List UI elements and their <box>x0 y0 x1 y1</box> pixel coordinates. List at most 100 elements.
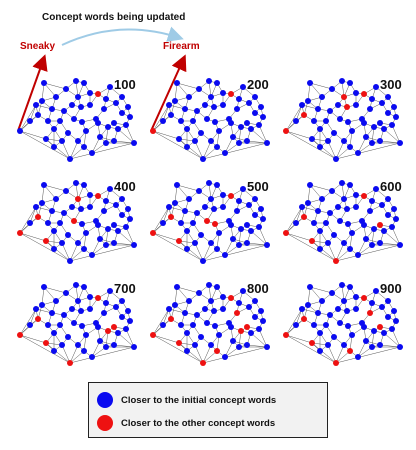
network-node-blue <box>63 188 69 194</box>
network-node-blue <box>214 246 220 252</box>
network-node-blue <box>115 330 121 336</box>
network-node-blue <box>293 118 299 124</box>
network-node-blue <box>317 228 323 234</box>
network-node-blue <box>299 102 305 108</box>
network-node-red <box>111 324 117 330</box>
network-edge <box>307 184 311 204</box>
network-node-red <box>150 332 156 338</box>
network-node-blue <box>305 302 311 308</box>
network-node-blue <box>166 306 172 312</box>
network-node-blue <box>258 308 264 314</box>
network-node-blue <box>202 204 208 210</box>
network-edge <box>309 286 323 302</box>
network-node-blue <box>125 308 131 314</box>
network-node-blue <box>41 284 47 290</box>
network-node-blue <box>69 102 75 108</box>
network-node-blue <box>355 354 361 360</box>
network-node-blue <box>39 98 45 104</box>
network-panel: 500 <box>150 179 270 264</box>
network-node-blue <box>43 136 49 142</box>
network-edge <box>152 130 204 160</box>
network-node-blue <box>69 306 75 312</box>
network-edge <box>69 244 135 262</box>
network-edge <box>285 232 337 262</box>
network-node-blue <box>73 282 79 288</box>
network-node-blue <box>369 300 375 306</box>
network-node-red <box>361 193 367 199</box>
network-node-blue <box>166 102 172 108</box>
network-node-red <box>377 222 383 228</box>
network-node-blue <box>127 114 133 120</box>
network-edge <box>41 184 45 204</box>
network-node-blue <box>79 221 85 227</box>
network-node-blue <box>236 198 242 204</box>
network-node-blue <box>107 288 113 294</box>
network-node-blue <box>220 90 226 96</box>
panel-step-label: 700 <box>114 281 136 296</box>
network-node-blue <box>353 102 359 108</box>
network-edge <box>176 184 190 200</box>
network-node-blue <box>208 138 214 144</box>
network-node-red <box>333 258 339 264</box>
network-edge <box>379 140 401 144</box>
network-node-blue <box>198 130 204 136</box>
network-node-blue <box>51 246 57 252</box>
network-edge <box>117 332 135 348</box>
network-node-blue <box>184 144 190 150</box>
network-node-blue <box>51 144 57 150</box>
network-node-blue <box>393 114 399 120</box>
network-node-blue <box>385 110 391 116</box>
network-node-blue <box>211 308 217 314</box>
network-node-blue <box>95 222 101 228</box>
network-node-blue <box>111 342 117 348</box>
network-node-blue <box>353 204 359 210</box>
network-node-blue <box>307 182 313 188</box>
network-node-blue <box>51 228 57 234</box>
network-node-blue <box>131 344 137 350</box>
network-node-blue <box>353 192 359 198</box>
network-node-blue <box>81 284 87 290</box>
network-node-red <box>309 238 315 244</box>
network-node-blue <box>67 258 73 264</box>
network-node-blue <box>119 94 125 100</box>
network-node-blue <box>311 322 317 328</box>
network-node-blue <box>228 222 234 228</box>
network-node-blue <box>317 246 323 252</box>
network-node-blue <box>206 180 212 186</box>
network-node-blue <box>315 208 321 214</box>
network-edge <box>69 346 135 364</box>
network-edge <box>379 344 401 348</box>
network-node-blue <box>89 150 95 156</box>
network-edge <box>19 206 37 234</box>
arrow-right <box>150 54 187 132</box>
network-node-blue <box>339 78 345 84</box>
network-node-blue <box>244 138 250 144</box>
network-node-blue <box>97 134 103 140</box>
network-node-blue <box>220 102 226 108</box>
network-edge <box>174 82 178 102</box>
network-node-blue <box>194 312 200 318</box>
network-node-blue <box>174 182 180 188</box>
network-edge <box>19 308 37 336</box>
network-node-blue <box>174 80 180 86</box>
network-node-blue <box>184 246 190 252</box>
network-node-blue <box>194 108 200 114</box>
network-node-blue <box>75 298 81 304</box>
network-node-blue <box>377 240 383 246</box>
network-node-blue <box>369 242 375 248</box>
network-node-blue <box>353 306 359 312</box>
network-edge <box>194 140 204 160</box>
network-node-blue <box>206 78 212 84</box>
network-node-blue <box>172 302 178 308</box>
network-node-blue <box>299 204 305 210</box>
network-node-blue <box>222 252 228 258</box>
network-node-red <box>204 218 210 224</box>
network-node-blue <box>204 320 210 326</box>
network-edge <box>69 142 135 160</box>
network-edge <box>41 286 45 306</box>
network-node-blue <box>311 220 317 226</box>
network-node-blue <box>236 140 242 146</box>
network-node-blue <box>339 180 345 186</box>
network-node-blue <box>184 330 190 336</box>
network-edge <box>335 142 401 160</box>
